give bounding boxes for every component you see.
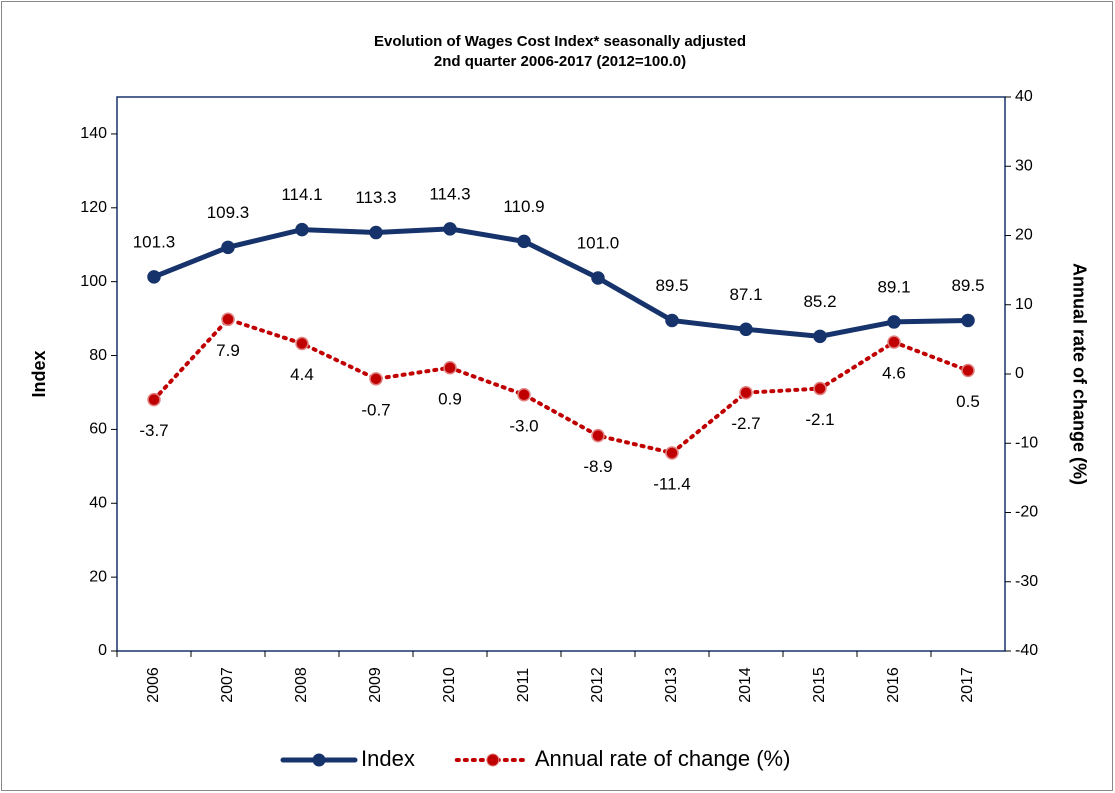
marker bbox=[369, 372, 383, 386]
data-label: 85.2 bbox=[803, 292, 836, 311]
y-tick-label: 0 bbox=[98, 642, 107, 659]
x-tick-label: 2017 bbox=[959, 667, 976, 703]
data-label: 114.3 bbox=[429, 184, 470, 203]
marker bbox=[887, 315, 901, 329]
y2-tick-label: -20 bbox=[1015, 504, 1038, 521]
x-tick-label: 2008 bbox=[293, 667, 310, 703]
y2-axis-title: Annual rate of change (%) bbox=[1069, 263, 1089, 485]
y-tick-label: 100 bbox=[80, 273, 107, 290]
data-label: 89.1 bbox=[877, 277, 910, 296]
data-label: 101.3 bbox=[133, 232, 176, 251]
marker bbox=[813, 329, 827, 344]
y2-tick-label: 0 bbox=[1015, 365, 1024, 382]
data-label: 0.5 bbox=[956, 392, 980, 411]
series-line bbox=[151, 226, 971, 339]
x-tick-label: 2009 bbox=[367, 667, 384, 703]
marker bbox=[517, 388, 531, 402]
y-tick-label: 20 bbox=[89, 568, 107, 585]
marker bbox=[517, 234, 531, 249]
marker bbox=[221, 240, 235, 255]
data-label: 87.1 bbox=[729, 285, 762, 304]
marker bbox=[961, 363, 975, 378]
marker bbox=[739, 385, 753, 400]
x-tick-label: 2012 bbox=[589, 667, 606, 703]
y2-tick-label: 40 bbox=[1015, 88, 1033, 105]
data-label: 0.9 bbox=[438, 389, 462, 408]
marker bbox=[961, 313, 975, 328]
data-label: 4.6 bbox=[882, 364, 906, 383]
chart-title: Evolution of Wages Cost Index* seasonall… bbox=[374, 33, 746, 50]
data-label: 89.5 bbox=[951, 276, 984, 295]
y2-tick-label: -30 bbox=[1015, 573, 1038, 590]
y-tick-label: 80 bbox=[89, 347, 107, 364]
marker bbox=[147, 392, 161, 407]
x-tick-label: 2006 bbox=[145, 667, 162, 703]
data-label: 109.3 bbox=[207, 203, 250, 222]
data-label: -8.9 bbox=[583, 457, 612, 476]
marker bbox=[443, 361, 457, 375]
y-tick-label: 120 bbox=[80, 199, 107, 216]
x-tick-label: 2014 bbox=[737, 667, 754, 703]
y2-tick-label: -10 bbox=[1015, 434, 1038, 451]
y2-tick-label: 30 bbox=[1015, 157, 1033, 174]
marker bbox=[813, 381, 827, 396]
data-label: -3.7 bbox=[139, 421, 168, 440]
marker bbox=[295, 222, 309, 237]
data-label: -2.1 bbox=[805, 410, 834, 429]
x-tick-label: 2007 bbox=[219, 667, 236, 703]
y2-tick-label: 20 bbox=[1015, 227, 1033, 244]
x-tick-label: 2016 bbox=[885, 667, 902, 703]
legend-marker bbox=[486, 753, 500, 767]
y-tick-label: 140 bbox=[80, 125, 107, 142]
data-label: 110.9 bbox=[503, 197, 544, 216]
marker bbox=[591, 271, 605, 285]
data-label: 89.5 bbox=[655, 276, 688, 295]
x-tick-label: 2011 bbox=[515, 668, 532, 703]
marker bbox=[665, 446, 679, 460]
data-label: -2.7 bbox=[731, 414, 760, 433]
marker bbox=[369, 225, 383, 240]
y-tick-label: 60 bbox=[89, 421, 107, 438]
legend-marker bbox=[312, 753, 326, 767]
data-label: -11.4 bbox=[653, 474, 691, 493]
x-tick-label: 2010 bbox=[441, 667, 458, 703]
marker bbox=[147, 270, 161, 284]
chart-subtitle: 2nd quarter 2006-2017 (2012=100.0) bbox=[434, 53, 686, 70]
data-label: 4.4 bbox=[290, 365, 314, 384]
y-tick-label: 40 bbox=[89, 494, 107, 511]
marker bbox=[887, 335, 901, 349]
data-label: 113.3 bbox=[355, 188, 396, 207]
data-label: 101.0 bbox=[577, 233, 620, 252]
data-label: -0.7 bbox=[361, 400, 390, 419]
marker bbox=[591, 428, 605, 443]
data-label: 7.9 bbox=[216, 341, 240, 360]
x-tick-label: 2015 bbox=[811, 667, 828, 703]
y2-tick-label: 10 bbox=[1015, 296, 1033, 313]
y2-tick-label: -40 bbox=[1015, 642, 1038, 659]
legend-label: Annual rate of change (%) bbox=[535, 746, 791, 771]
legend-label: Index bbox=[361, 746, 415, 771]
data-label: -3.0 bbox=[509, 416, 538, 435]
marker bbox=[295, 336, 309, 351]
y-axis-title: Index bbox=[29, 350, 49, 397]
marker bbox=[739, 322, 753, 337]
marker bbox=[443, 222, 457, 236]
marker bbox=[221, 312, 235, 327]
series-line bbox=[152, 316, 970, 456]
data-label: 114.1 bbox=[281, 185, 322, 204]
marker bbox=[665, 313, 679, 328]
x-tick-label: 2013 bbox=[663, 667, 680, 703]
